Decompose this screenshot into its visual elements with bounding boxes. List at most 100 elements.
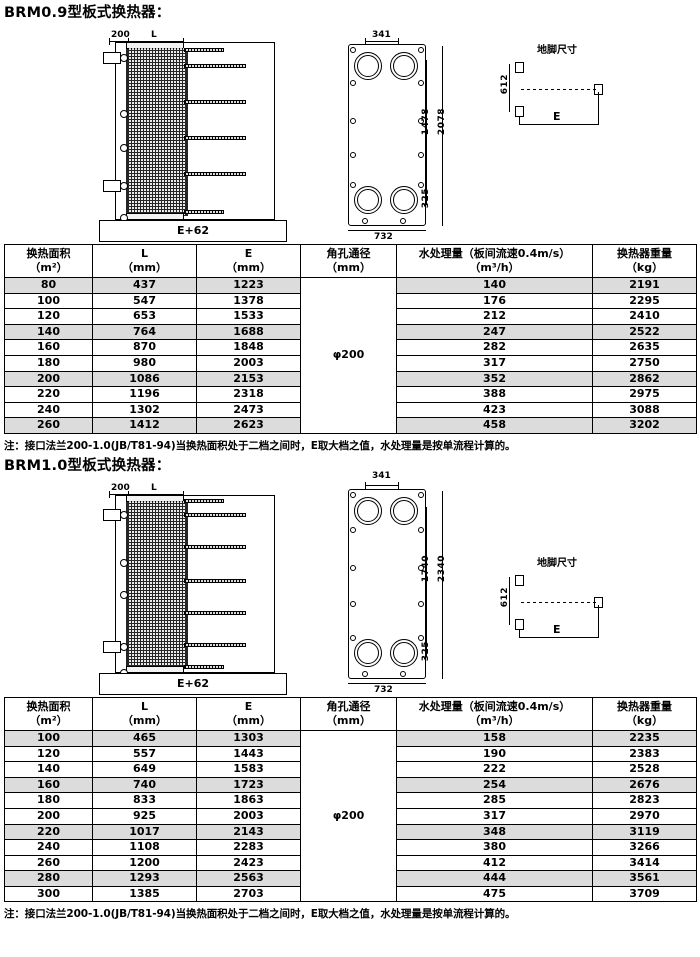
- cell-l: 1086: [92, 370, 197, 388]
- plan-drawing-brm09: 341 1478: [330, 30, 480, 242]
- table-body-brm10: 100 465 1303 φ200 158 2235 120 557 1443 190 2383 14…: [4, 729, 697, 903]
- cell-e: 2283: [196, 839, 301, 856]
- cell-l: 557: [92, 745, 197, 763]
- col-header-bore-main: 角孔通径: [326, 699, 371, 713]
- cell-e: 1378: [196, 292, 301, 310]
- section-title-brm10: BRM1.0型板式换热器：: [4, 457, 171, 474]
- cell-weight: 2862: [592, 370, 697, 388]
- cell-l: 437: [92, 277, 197, 294]
- cell-weight: 2410: [592, 308, 697, 325]
- section-brm09: BRM0.9型板式换热器： 200 L: [0, 0, 700, 453]
- cell-e: 1688: [196, 323, 301, 341]
- plan-dim-top: 341: [372, 30, 391, 40]
- elev-dim-L: L: [151, 482, 157, 493]
- plan-dim-outer: 2340: [437, 554, 447, 582]
- cell-area: 260: [4, 417, 93, 434]
- cell-e: 1443: [196, 745, 301, 763]
- cell-flow: 317: [396, 354, 593, 372]
- cell-e: 1723: [196, 776, 301, 794]
- cell-weight: 3088: [592, 401, 697, 419]
- cell-weight: 3202: [592, 417, 697, 434]
- cell-area: 240: [4, 401, 93, 419]
- foot-drawing-brm09: 地脚尺寸 612 E: [495, 46, 615, 156]
- section-brm10: BRM1.0型板式换热器： 200 L: [0, 453, 700, 922]
- col-header-weight: 换热器重量 （kg）: [592, 696, 697, 731]
- cell-flow: 412: [396, 854, 593, 872]
- cell-flow: 475: [396, 885, 593, 903]
- spec-table-brm09: 换热面积 （m²） L （mm） E （mm） 角孔通径 （mm） 水处理量（板…: [4, 244, 697, 434]
- cell-l: 465: [92, 729, 197, 747]
- cell-e: 1533: [196, 308, 301, 325]
- foot-dim-height: 612: [500, 74, 510, 95]
- col-header-weight: 换热器重量 （kg）: [592, 244, 697, 278]
- cell-e: 1583: [196, 761, 301, 778]
- table-header-row: 换热面积 （m²） L （mm） E （mm） 角孔通径 （mm） 水处理量（板…: [4, 244, 697, 278]
- col-header-e-unit: （mm）: [226, 261, 271, 274]
- cell-l: 740: [92, 776, 197, 794]
- plan-dim-width: 732: [374, 684, 393, 695]
- col-header-weight-unit: （kg）: [625, 261, 664, 274]
- col-header-flow: 水处理量（板间流速0.4m/s） （m³/h）: [396, 696, 593, 731]
- cell-weight: 2528: [592, 761, 697, 778]
- cell-flow: 282: [396, 339, 593, 356]
- plan-dim-inner: 1740: [421, 554, 431, 582]
- table-row: 80 437 1223 φ200 140 2191: [4, 277, 697, 434]
- cell-l: 925: [92, 807, 197, 825]
- cell-flow: 158: [396, 729, 593, 747]
- table-row: 280 1293 2563 444 3561: [4, 870, 697, 887]
- drawing-row-brm10: 200 L: [0, 471, 700, 695]
- plan-drawing-brm10: 341 1740: [330, 471, 480, 695]
- cell-e: 2153: [196, 370, 301, 388]
- cell-weight: 3561: [592, 870, 697, 887]
- cell-weight: 2970: [592, 807, 697, 825]
- col-header-weight-main: 换热器重量: [617, 699, 672, 713]
- elev-dim-200: 200: [111, 30, 130, 40]
- cell-flow: 423: [396, 401, 593, 419]
- cell-weight: 2522: [592, 323, 697, 341]
- cell-flow: 190: [396, 745, 593, 763]
- cell-l: 1200: [92, 854, 197, 872]
- table-body-brm09: 80 437 1223 φ200 140 2191 100 547 1378 176 2295 120…: [4, 277, 697, 434]
- cell-l: 1017: [92, 823, 197, 841]
- plan-dim-bottom-offset: 325: [421, 640, 431, 662]
- elev-dim-base: E+62: [177, 676, 210, 690]
- cell-e: 2003: [196, 807, 301, 825]
- plan-dim-bottom-offset: 325: [421, 188, 431, 209]
- table-row: 120 557 1443 190 2383: [4, 745, 697, 763]
- col-header-area-unit: （m²）: [29, 713, 68, 727]
- plan-dim-width: 732: [374, 232, 393, 242]
- cell-l: 1293: [92, 870, 197, 887]
- cell-e: 2563: [196, 870, 301, 887]
- cell-weight: 2191: [592, 277, 697, 294]
- col-header-area-unit: （m²）: [29, 261, 68, 274]
- table-row: 220 1017 2143 348 3119: [4, 823, 697, 841]
- cell-area: 160: [4, 776, 93, 794]
- table-row: 160 740 1723 254 2676: [4, 776, 697, 794]
- col-header-flow-main: 水处理量（板间流速0.4m/s）: [418, 247, 571, 260]
- col-header-bore-unit: （mm）: [326, 261, 371, 274]
- col-header-l-main: L: [140, 247, 148, 260]
- col-header-bore-unit: （mm）: [326, 713, 371, 727]
- col-header-e: E （mm）: [196, 244, 301, 278]
- spec-table-brm10: 换热面积 （m²） L （mm） E （mm） 角孔通径 （mm） 水处理量（板…: [4, 696, 697, 903]
- cell-e: 2703: [196, 885, 301, 903]
- cell-weight: 2676: [592, 776, 697, 794]
- foot-title: 地脚尺寸: [537, 557, 577, 569]
- cell-l: 1385: [92, 885, 197, 903]
- cell-weight: 2635: [592, 339, 697, 356]
- cell-weight: 2383: [592, 745, 697, 763]
- cell-weight: 3709: [592, 885, 697, 903]
- cell-l: 1412: [92, 417, 197, 434]
- elevation-drawing-brm10: 200 L: [95, 483, 295, 695]
- cell-area: 240: [4, 839, 93, 856]
- plan-dim-top: 341: [372, 470, 391, 481]
- cell-e: 2473: [196, 401, 301, 419]
- col-header-flow-unit: （m³/h）: [469, 261, 520, 274]
- cell-flow: 247: [396, 323, 593, 341]
- cell-area: 100: [4, 292, 93, 310]
- cell-bore: φ200: [300, 277, 397, 434]
- col-header-e-main: E: [244, 247, 253, 260]
- cell-area: 220: [4, 823, 93, 841]
- elev-dim-base: E+62: [177, 224, 210, 237]
- cell-l: 764: [92, 323, 197, 341]
